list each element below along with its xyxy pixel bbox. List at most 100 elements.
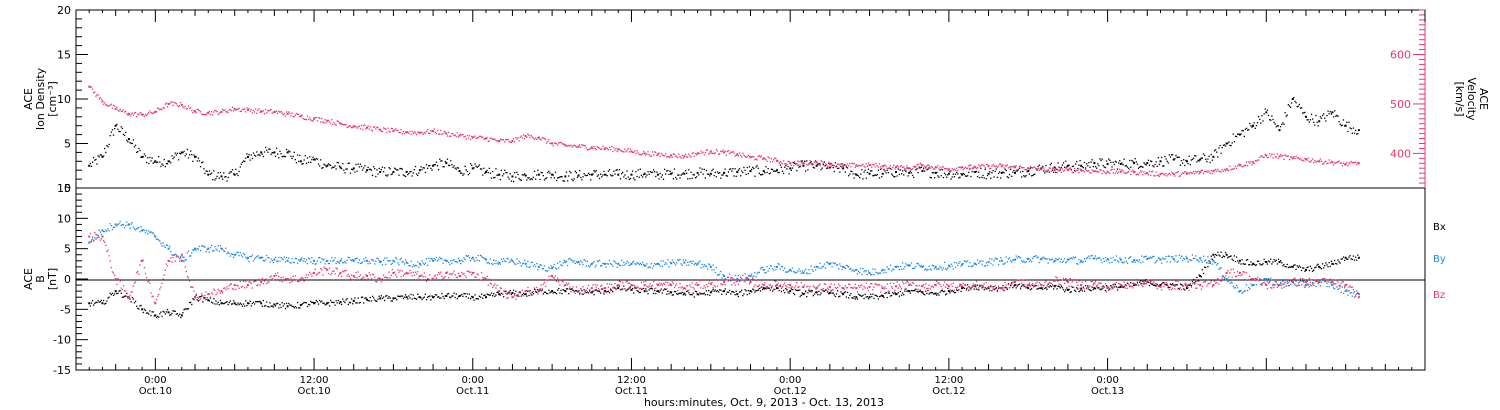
density-trace: [1029, 167, 1032, 169]
bx-trace: [1254, 264, 1256, 266]
density-point: [775, 169, 778, 172]
by-trace: [613, 260, 615, 262]
density-trace: [121, 127, 123, 130]
by-trace: [561, 265, 563, 267]
velocity-trace: [926, 165, 928, 167]
bx-point: [365, 298, 368, 301]
density-trace: [281, 156, 283, 158]
bx-trace: [1343, 259, 1346, 262]
density-trace: [706, 173, 709, 175]
density-trace: [1281, 123, 1283, 126]
velocity-trace: [261, 111, 263, 113]
bx-trace: [100, 299, 103, 302]
bx-trace: [634, 287, 636, 289]
density-trace: [693, 174, 695, 176]
density-trace: [559, 176, 561, 178]
by-trace: [1296, 279, 1298, 281]
density-trace: [357, 163, 359, 165]
bx-trace: [1152, 283, 1154, 286]
velocity-trace: [539, 138, 541, 140]
velocity-trace: [947, 169, 949, 171]
velocity-trace: [1185, 171, 1187, 173]
by-point: [1199, 257, 1202, 260]
by-trace: [230, 253, 233, 255]
velocity-trace: [611, 145, 613, 148]
bx-trace: [337, 299, 340, 302]
velocity-trace: [429, 132, 431, 134]
by-trace: [226, 252, 228, 255]
velocity-trace: [1099, 169, 1101, 171]
velocity-point: [445, 132, 448, 135]
velocity-trace: [365, 128, 367, 130]
velocity-trace: [473, 136, 475, 138]
bx-trace: [263, 305, 266, 307]
by-trace: [514, 263, 516, 265]
velocity-trace: [190, 107, 192, 109]
velocity-trace: [1320, 160, 1323, 163]
density-trace: [667, 169, 669, 172]
density-trace: [1317, 125, 1319, 127]
bx-trace: [1147, 281, 1150, 283]
density-trace: [402, 174, 405, 176]
by-trace: [1231, 282, 1233, 284]
velocity-trace: [704, 151, 707, 154]
bx-trace: [899, 290, 902, 293]
by-trace: [1245, 284, 1248, 286]
density-trace: [694, 177, 697, 179]
by-trace: [1065, 262, 1067, 264]
by-trace: [137, 227, 139, 229]
bx-trace: [440, 297, 442, 299]
density-trace: [769, 172, 772, 174]
by-trace: [704, 265, 707, 267]
by-trace: [949, 266, 951, 268]
bx-trace: [368, 300, 370, 302]
by-trace: [1334, 288, 1336, 290]
density-trace: [960, 173, 962, 175]
by-trace: [354, 258, 356, 260]
by-trace: [973, 262, 975, 264]
by-trace: [673, 262, 676, 264]
by-trace: [385, 263, 387, 266]
density-trace: [1115, 161, 1118, 163]
velocity-trace: [185, 108, 187, 110]
density-trace: [476, 166, 478, 168]
by-trace: [370, 259, 373, 261]
by-point: [246, 256, 249, 259]
by-trace: [256, 255, 258, 258]
bx-trace: [272, 306, 274, 308]
density-trace: [323, 163, 325, 165]
bx-trace: [1217, 251, 1219, 253]
velocity-trace: [159, 109, 161, 111]
bx-trace: [1192, 278, 1195, 281]
by-trace: [310, 261, 312, 263]
velocity-trace: [588, 148, 591, 150]
by-trace: [1329, 281, 1331, 284]
by-trace: [806, 272, 808, 274]
by-point: [1344, 290, 1347, 293]
bx-trace: [769, 289, 772, 291]
velocity-trace: [401, 133, 403, 135]
density-point: [630, 173, 633, 176]
bx-trace: [875, 294, 877, 297]
density-trace: [163, 158, 165, 161]
density-trace: [597, 174, 600, 176]
by-trace: [453, 259, 455, 261]
by-trace: [322, 259, 324, 261]
by-trace: [195, 249, 197, 252]
velocity-trace: [1100, 169, 1102, 171]
density-trace: [332, 166, 334, 168]
by-trace: [650, 263, 653, 265]
bx-trace: [350, 298, 353, 300]
by-trace: [722, 274, 724, 276]
density-trace: [387, 174, 389, 176]
velocity-trace: [138, 114, 140, 116]
bx-trace: [704, 294, 707, 296]
velocity-trace: [266, 112, 268, 114]
by-trace: [1246, 289, 1249, 292]
bx-trace: [1269, 261, 1271, 263]
density-trace: [104, 147, 106, 150]
velocity-trace: [216, 110, 218, 113]
density-trace: [499, 178, 502, 181]
velocity-trace: [914, 166, 916, 168]
density-trace: [258, 153, 260, 156]
